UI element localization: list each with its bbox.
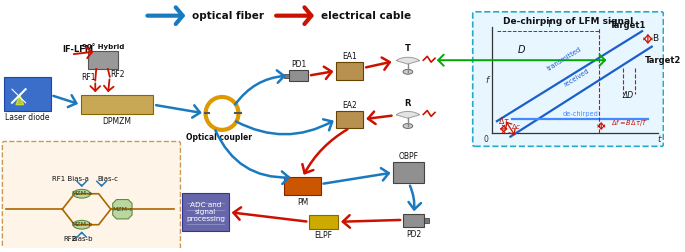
FancyBboxPatch shape [289,70,308,81]
Text: ELPF: ELPF [314,232,333,240]
Text: PM: PM [297,198,308,207]
Text: de-chirped: de-chirped [562,111,598,117]
Ellipse shape [73,190,90,198]
FancyBboxPatch shape [393,162,424,183]
Text: $\Delta\tau$: $\Delta\tau$ [498,115,510,126]
Text: f: f [485,76,488,84]
Text: MZM-a: MZM-a [71,191,92,196]
Text: Laser diode: Laser diode [5,113,50,122]
Text: Target1: Target1 [610,21,647,30]
Text: T: T [546,20,551,29]
Text: OBPF: OBPF [399,152,419,161]
Polygon shape [113,200,132,219]
Text: B: B [651,34,658,43]
Text: D: D [518,45,525,55]
Text: $\Delta f{=}B\Delta\tau/T$: $\Delta f{=}B\Delta\tau/T$ [611,118,648,128]
Text: PD1: PD1 [291,60,306,69]
Text: ADC and
signal
processing: ADC and signal processing [186,202,225,222]
Text: Bias-b: Bias-b [71,236,92,242]
FancyBboxPatch shape [182,193,229,232]
Text: Optical coupler: Optical coupler [186,133,252,142]
Text: ΔD: ΔD [623,91,634,100]
Text: RF2: RF2 [64,236,77,242]
FancyBboxPatch shape [284,74,289,78]
Text: 0: 0 [484,135,488,144]
Text: MZM-c: MZM-c [112,207,133,212]
Text: EA1: EA1 [342,52,357,61]
Text: RF1: RF1 [81,73,95,82]
Ellipse shape [403,123,413,129]
Text: 90° Hybrid: 90° Hybrid [82,43,124,50]
Text: optical fiber: optical fiber [192,11,264,21]
Text: received: received [562,68,590,88]
Text: RF2: RF2 [110,70,124,79]
FancyBboxPatch shape [4,77,51,111]
Text: electrical cable: electrical cable [321,11,411,21]
FancyBboxPatch shape [88,51,118,69]
Text: R: R [405,99,411,108]
Ellipse shape [73,220,90,229]
Text: $\Delta c$: $\Delta c$ [512,122,522,132]
Text: IF-LFM: IF-LFM [62,45,93,54]
FancyBboxPatch shape [309,215,338,229]
Text: EA2: EA2 [342,101,357,110]
Text: T: T [405,44,411,53]
Polygon shape [396,111,420,118]
Text: MZM-b: MZM-b [71,222,92,227]
FancyBboxPatch shape [424,218,429,223]
Polygon shape [396,57,420,64]
FancyBboxPatch shape [336,111,363,128]
Text: Target2: Target2 [645,56,682,65]
Ellipse shape [403,69,413,74]
Text: transmitted: transmitted [547,47,583,72]
Text: De-chirping of LFM signal: De-chirping of LFM signal [503,17,633,26]
Polygon shape [16,95,24,105]
Text: t: t [658,135,661,144]
FancyBboxPatch shape [2,141,180,250]
FancyBboxPatch shape [473,12,663,146]
FancyBboxPatch shape [403,214,424,227]
Text: PD2: PD2 [406,230,421,239]
FancyBboxPatch shape [336,62,363,80]
FancyBboxPatch shape [284,177,321,195]
Text: RF1 Bias-a: RF1 Bias-a [51,176,88,182]
FancyBboxPatch shape [624,39,634,60]
FancyBboxPatch shape [81,95,153,114]
FancyBboxPatch shape [609,16,623,50]
Text: DPMZM: DPMZM [103,117,132,126]
Text: Bias-c: Bias-c [98,176,119,182]
